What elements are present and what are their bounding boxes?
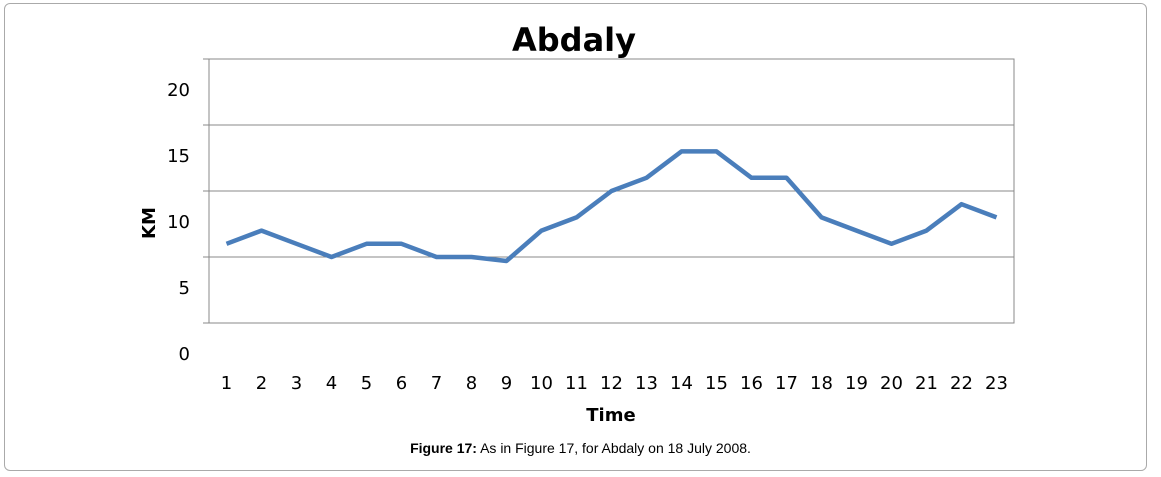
x-tick-label: 10 xyxy=(530,373,553,394)
x-tick-label: 19 xyxy=(845,373,868,394)
y-axis-label: KM xyxy=(139,207,160,239)
x-tick-label: 3 xyxy=(291,373,302,394)
x-tick-label: 21 xyxy=(915,373,938,394)
x-tick-label: 14 xyxy=(670,373,693,394)
x-tick-label: 18 xyxy=(810,373,833,394)
x-tick-label: 17 xyxy=(775,373,798,394)
caption: Figure 17: As in Figure 17, for Abdaly o… xyxy=(0,440,1161,456)
x-tick-label: 7 xyxy=(431,373,442,394)
x-tick-label: 12 xyxy=(600,373,623,394)
x-tick-label: 6 xyxy=(396,373,407,394)
x-tick-label: 22 xyxy=(950,373,973,394)
x-tick-label: 13 xyxy=(635,373,658,394)
y-tick-label: 0 xyxy=(179,344,190,365)
x-tick-label: 9 xyxy=(501,373,512,394)
x-tick-label: 16 xyxy=(740,373,763,394)
x-tick-label: 8 xyxy=(466,373,477,394)
caption-label: Figure 17: xyxy=(410,440,477,456)
x-tick-label: 11 xyxy=(565,373,588,394)
x-tick-label: 2 xyxy=(256,373,267,394)
y-tick-label: 5 xyxy=(179,278,190,299)
data-line xyxy=(225,149,998,264)
x-tick-label: 23 xyxy=(985,373,1008,394)
x-tick-label: 20 xyxy=(880,373,903,394)
x-tick-label: 15 xyxy=(705,373,728,394)
figure-frame xyxy=(4,3,1147,471)
x-tick-label: 1 xyxy=(221,373,232,394)
y-tick-label: 15 xyxy=(167,146,190,167)
caption-text: As in Figure 17, for Abdaly on 18 July 2… xyxy=(480,440,751,456)
x-tick-label: 4 xyxy=(326,373,337,394)
x-tick-label: 5 xyxy=(361,373,372,394)
y-tick-label: 10 xyxy=(167,212,190,233)
chart-title: Abdaly xyxy=(512,21,636,59)
x-axis-label: Time xyxy=(586,405,635,426)
y-tick-label: 20 xyxy=(167,80,190,101)
